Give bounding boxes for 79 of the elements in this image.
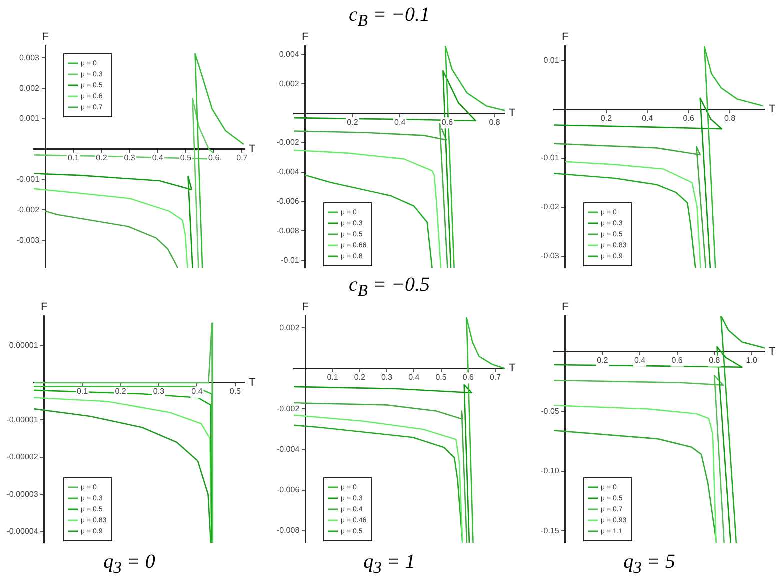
x-tick-label: 0.3 (124, 154, 136, 163)
y-tick-label: -0.00003 (6, 490, 39, 499)
x-tick-label: 0.8 (709, 356, 721, 366)
chart-title: c$_{B}$ = −0.5 (348, 273, 432, 300)
y-tick-label: -0.004 (276, 444, 300, 454)
x-tick-label: 0.5 (436, 372, 448, 382)
x-tick-label: 0.4 (408, 372, 420, 382)
x-tick-label: 0.5 (230, 387, 242, 396)
y-tick-label: 0.001 (19, 114, 40, 124)
x-tick-label: 0.1 (68, 154, 80, 163)
y-tick-label: -0.001 (16, 175, 40, 184)
x-tick-label: 0.6 (672, 356, 684, 366)
x-tick-label: 0.7 (490, 372, 502, 382)
x-tick-label: 0.1 (327, 372, 339, 382)
x-tick-label: 0.6 (442, 118, 454, 127)
x-tick-label: 0.3 (381, 372, 394, 382)
x-tick-label: 0.4 (634, 356, 646, 366)
y-tick-label: 0.004 (279, 50, 300, 60)
x-tick-label: 1.0 (746, 356, 758, 366)
y-tick-label: 0.002 (280, 323, 300, 332)
y-tick-label: 0.003 (19, 53, 40, 62)
y-tick-label: -0.002 (276, 138, 300, 148)
y-tick-label: -0.003 (16, 236, 40, 245)
x-tick-label: 0.6 (683, 114, 695, 123)
x-tick-label: 0.6 (462, 372, 474, 382)
x-axis-title: T (509, 108, 516, 120)
x-tick-label: 0.3 (153, 387, 166, 396)
text: q$_{3}$ = 5 (622, 550, 676, 579)
y-tick-label: -0.006 (276, 486, 300, 495)
y-tick-label: -0.00004 (6, 527, 39, 536)
x-axis-title: T (249, 143, 256, 156)
y-axis-title: F (302, 32, 309, 44)
y-tick-label: -0.002 (16, 205, 40, 214)
x-tick-label: 0.4 (192, 387, 204, 396)
x-tick-label: 0.2 (354, 372, 366, 382)
y-tick-label: 0.01 (544, 56, 560, 65)
x-tick-label: 0.4 (152, 154, 164, 163)
x-tick-label: 0.5 (180, 154, 192, 163)
y-axis-title: F (302, 302, 310, 314)
x-tick-label: 0.8 (489, 118, 501, 127)
x-tick-label: 0.7 (236, 154, 248, 163)
x-tick-label: 0.6 (208, 154, 220, 163)
y-tick-label: -0.004 (276, 168, 300, 177)
y-axis-title: F (562, 302, 570, 314)
x-tick-label: 0.1 (76, 387, 89, 396)
y-tick-label: -0.00002 (6, 452, 39, 462)
x-axis-title: T (249, 377, 256, 390)
y-tick-label: -0.002 (276, 404, 300, 414)
y-tick-label: 0.002 (279, 79, 300, 88)
y-axis-title: F (562, 32, 569, 44)
y-tick-label: -0.15 (541, 526, 560, 536)
x-tick-label: 0.8 (724, 114, 736, 123)
y-tick-label: -0.05 (541, 406, 560, 416)
x-axis-title: T (769, 346, 776, 358)
x-axis-title: T (509, 362, 516, 375)
x-tick-label: 0.2 (600, 114, 613, 123)
y-tick-label: -0.008 (276, 526, 300, 536)
y-axis-title: F (40, 302, 48, 314)
text: q$_{3}$ = 0 (102, 550, 156, 579)
x-tick-label: 0.2 (597, 356, 609, 366)
y-tick-label: -0.03 (541, 251, 560, 260)
x-tick-label: 0.2 (115, 387, 127, 396)
y-tick-label: 0.00001 (9, 340, 39, 350)
y-tick-label: -0.02 (541, 202, 560, 212)
chart-title: c$_{B}$ = −0.1 (348, 3, 432, 30)
x-tick-label: 0.4 (394, 118, 406, 127)
x-axis-title: T (769, 104, 776, 116)
x-tick-label: 0.2 (96, 154, 108, 163)
x-tick-label: 0.2 (347, 118, 359, 127)
y-tick-label: -0.008 (276, 226, 300, 236)
y-axis-title: F (42, 32, 50, 44)
text: q$_{3}$ = 1 (362, 550, 416, 579)
y-tick-label: -0.00001 (6, 415, 39, 424)
y-tick-label: 0.002 (19, 84, 40, 93)
y-tick-label: -0.01 (541, 154, 560, 163)
x-tick-label: 0.4 (642, 114, 654, 123)
y-tick-label: -0.006 (276, 197, 300, 206)
y-tick-label: -0.10 (541, 466, 560, 476)
y-tick-label: -0.01 (281, 256, 300, 265)
